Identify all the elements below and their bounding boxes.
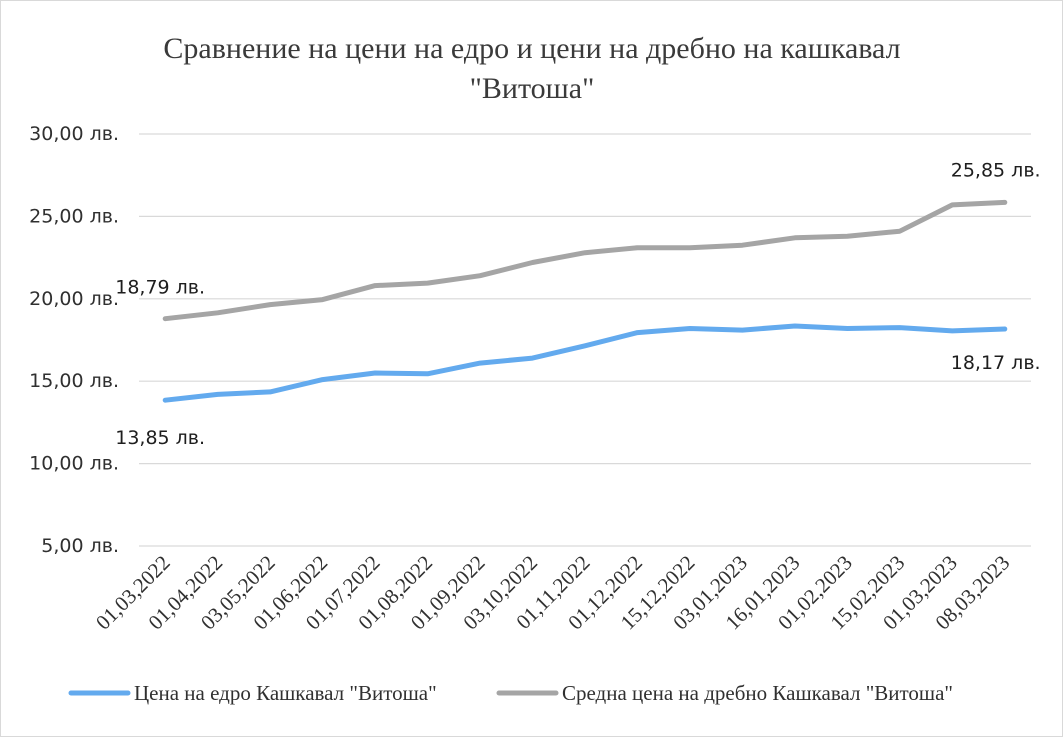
- series-line: [162, 199, 1008, 322]
- data-label: 18,17 лв.: [951, 352, 1041, 374]
- data-label: 13,85 лв.: [115, 427, 205, 449]
- y-axis-ticks: 5,00 лв. 10,00 лв. 15,00 лв. 20,00 лв. 25,00…: [29, 123, 119, 557]
- series-line: [162, 323, 1008, 403]
- data-labels: 13,85 лв. 18,17 лв. 18,79 лв. 25,85 лв.: [115, 159, 1040, 449]
- data-label: 18,79 лв.: [115, 277, 205, 299]
- chart-title-line-1: Сравнение на цени на едро и цени на дреб…: [163, 32, 900, 65]
- y-tick-label: 10,00 лв.: [29, 453, 119, 475]
- x-axis-ticks: 01,03,202201,04,202203,05,202201,06,2022…: [91, 551, 1014, 635]
- legend: Цена на едро Кашкавал "Витоша" Средна цен…: [68, 681, 953, 705]
- y-tick-label: 30,00 лв.: [29, 123, 119, 145]
- data-label: 25,85 лв.: [951, 159, 1041, 181]
- gridlines: [139, 133, 1031, 547]
- y-tick-label: 5,00 лв.: [41, 535, 119, 557]
- legend-label: Средна цена на дребно Кашкавал "Витоша": [562, 681, 953, 705]
- y-tick-label: 20,00 лв.: [29, 288, 119, 310]
- chart-title-line-2: "Витоша": [470, 72, 595, 105]
- legend-label: Цена на едро Кашкавал "Витоша": [134, 681, 437, 705]
- y-tick-label: 15,00 лв.: [29, 370, 119, 392]
- y-tick-label: 25,00 лв.: [29, 205, 119, 227]
- series-lines: [162, 199, 1008, 403]
